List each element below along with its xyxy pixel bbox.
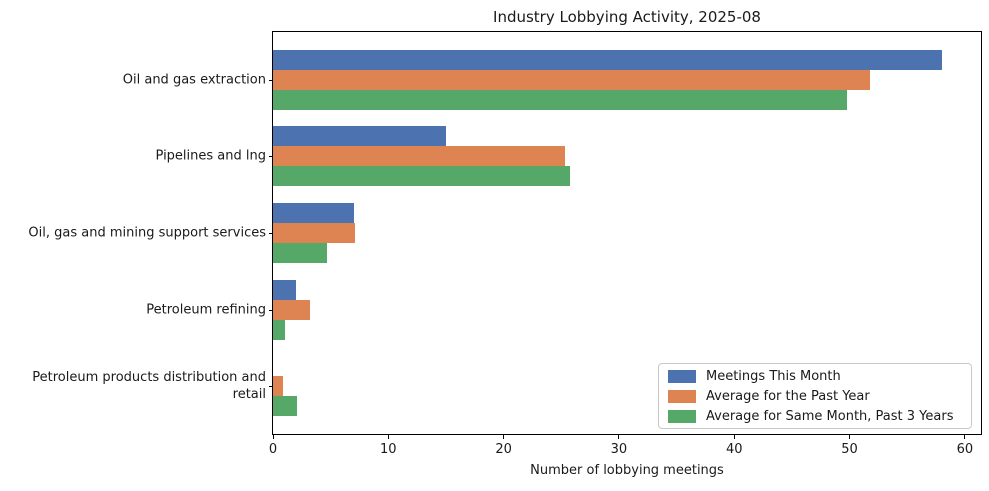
legend-item-average-past-year: Average for the Past Year <box>668 388 962 404</box>
bar <box>273 146 565 167</box>
x-tick-label: 30 <box>610 442 628 457</box>
plot-bars-layer <box>273 32 981 434</box>
y-tick-mark <box>269 79 273 81</box>
bar <box>273 223 355 243</box>
bar <box>273 396 298 417</box>
x-tick-label: 40 <box>725 442 743 457</box>
y-category-label: Oil, gas and mining support services <box>28 225 266 241</box>
bar <box>273 243 328 263</box>
bar <box>273 203 354 223</box>
x-tick-mark <box>964 435 966 439</box>
bar <box>273 89 848 110</box>
legend-swatch-blue-icon <box>668 369 696 383</box>
x-tick-label: 20 <box>495 442 512 457</box>
bar <box>273 69 871 90</box>
y-tick-mark <box>269 156 273 158</box>
legend: Meetings This Month Average for the Past… <box>658 363 972 429</box>
bar <box>273 319 285 340</box>
legend-swatch-green-icon <box>668 409 696 423</box>
y-tick-mark <box>269 233 273 234</box>
legend-swatch-orange-icon <box>668 389 696 403</box>
x-tick-label: 60 <box>956 442 974 457</box>
bar <box>273 279 297 300</box>
x-tick-mark <box>272 435 274 439</box>
bar <box>273 126 446 147</box>
legend-label: Average for the Past Year <box>706 388 870 404</box>
x-tick-label: 10 <box>380 442 397 457</box>
x-axis-label: Number of lobbying meetings <box>530 463 724 478</box>
legend-label: Average for Same Month, Past 3 Years <box>706 408 954 424</box>
bar <box>273 376 284 397</box>
chart-title: Industry Lobbying Activity, 2025-08 <box>493 8 761 26</box>
legend-item-average-same-month-3yr: Average for Same Month, Past 3 Years <box>668 408 962 424</box>
y-tick-mark <box>269 309 273 311</box>
y-category-label: Petroleum refining <box>146 302 266 318</box>
x-tick-label: 0 <box>268 442 278 457</box>
x-tick-mark <box>503 435 505 439</box>
x-tick-mark <box>733 435 735 439</box>
x-tick-mark <box>387 435 389 439</box>
x-tick-mark <box>618 435 620 439</box>
bar <box>273 299 310 320</box>
bar <box>273 49 942 70</box>
y-tick-mark <box>269 386 273 388</box>
legend-item-meetings-this-month: Meetings This Month <box>668 368 962 384</box>
bar <box>273 166 571 187</box>
legend-label: Meetings This Month <box>706 368 841 384</box>
y-category-label: Petroleum products distribution and reta… <box>32 370 266 403</box>
y-category-label: Pipelines and lng <box>155 148 266 164</box>
x-tick-label: 50 <box>841 442 858 457</box>
x-tick-mark <box>849 435 851 439</box>
y-category-label: Oil and gas extraction <box>122 72 266 88</box>
